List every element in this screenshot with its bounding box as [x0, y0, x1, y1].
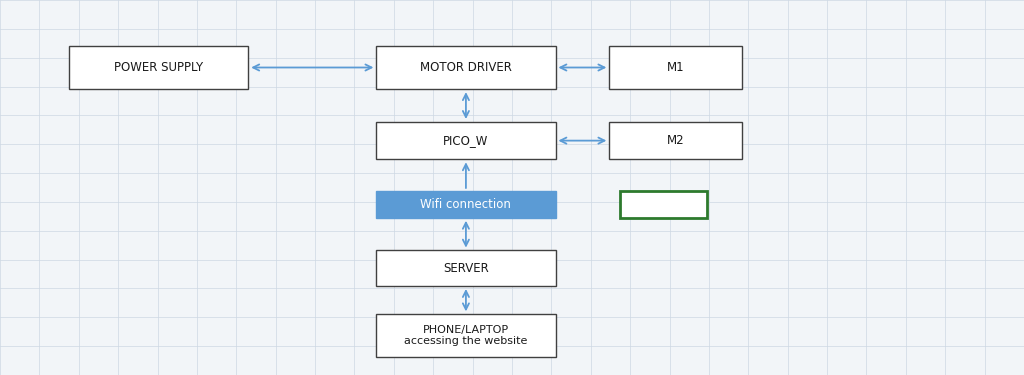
FancyBboxPatch shape — [621, 191, 707, 218]
Text: SERVER: SERVER — [443, 262, 488, 274]
FancyBboxPatch shape — [377, 122, 555, 159]
Text: MOTOR DRIVER: MOTOR DRIVER — [420, 61, 512, 74]
FancyBboxPatch shape — [377, 46, 555, 89]
Text: M2: M2 — [667, 134, 685, 147]
FancyBboxPatch shape — [609, 122, 742, 159]
FancyBboxPatch shape — [70, 46, 248, 89]
FancyBboxPatch shape — [377, 191, 555, 218]
Text: PICO_W: PICO_W — [443, 134, 488, 147]
FancyBboxPatch shape — [609, 46, 742, 89]
Text: Wifi connection: Wifi connection — [421, 198, 511, 211]
FancyBboxPatch shape — [377, 251, 555, 286]
Text: M1: M1 — [667, 61, 685, 74]
FancyBboxPatch shape — [377, 314, 555, 357]
Text: POWER SUPPLY: POWER SUPPLY — [114, 61, 204, 74]
Text: PHONE/LAPTOP
accessing the website: PHONE/LAPTOP accessing the website — [404, 325, 527, 346]
